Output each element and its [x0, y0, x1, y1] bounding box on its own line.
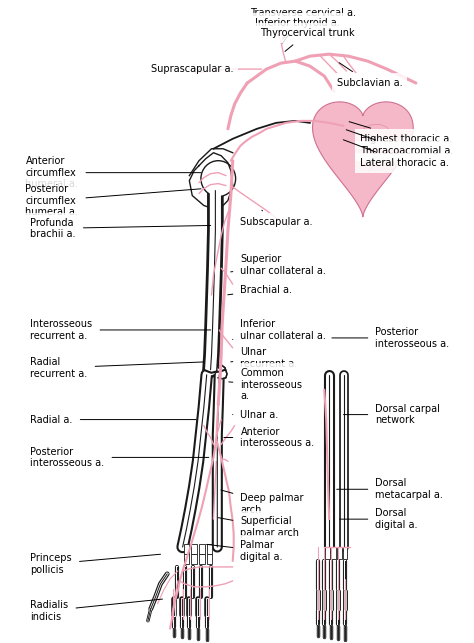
Bar	[207, 554, 212, 564]
Text: Brachial a.: Brachial a.	[228, 285, 292, 295]
Bar	[183, 544, 189, 554]
Text: Posterior
interosseous a.: Posterior interosseous a.	[30, 447, 209, 468]
Text: Common
interosseous
a.: Common interosseous a.	[229, 368, 302, 401]
Text: Suprascapular a.: Suprascapular a.	[151, 64, 233, 74]
Bar	[191, 554, 197, 564]
Bar	[199, 554, 205, 564]
Text: Princeps
pollicis: Princeps pollicis	[30, 553, 161, 575]
Text: Transverse cervical a.: Transverse cervical a.	[250, 8, 356, 39]
Bar	[325, 547, 330, 559]
Text: Inferior
ulnar collateral a.: Inferior ulnar collateral a.	[233, 319, 326, 341]
Text: Radial
recurrent a.: Radial recurrent a.	[30, 357, 204, 379]
Text: Anterior
circumflex
humeral a.: Anterior circumflex humeral a.	[26, 156, 201, 189]
Text: Profunda
brachii a.: Profunda brachii a.	[30, 217, 210, 239]
Text: Interosseous
recurrent a.: Interosseous recurrent a.	[30, 319, 210, 341]
Text: Thoracoacromial a.: Thoracoacromial a.	[346, 130, 453, 156]
Bar	[343, 547, 347, 559]
Text: Palmar
digital a.: Palmar digital a.	[207, 540, 283, 562]
Bar	[183, 554, 189, 564]
Polygon shape	[189, 153, 233, 210]
Text: Radial a.: Radial a.	[30, 415, 196, 424]
Polygon shape	[218, 365, 227, 379]
Text: Inferior thyroid a.: Inferior thyroid a.	[255, 18, 340, 43]
Text: Superior
ulnar collateral a.: Superior ulnar collateral a.	[231, 255, 326, 276]
Text: Dorsal carpal
network: Dorsal carpal network	[344, 404, 440, 426]
Text: Radialis
indicis: Radialis indicis	[30, 599, 163, 622]
Text: Posterior
interosseous a.: Posterior interosseous a.	[332, 327, 449, 349]
Bar	[199, 544, 205, 554]
Text: Thyrocervical trunk: Thyrocervical trunk	[260, 28, 355, 51]
Text: Lateral thoracic a.: Lateral thoracic a.	[343, 140, 449, 168]
Text: Deep palmar
arch: Deep palmar arch	[221, 490, 304, 515]
Text: Highest thoracic a.: Highest thoracic a.	[349, 122, 452, 144]
Text: Posterior
circumflex
humeral a.: Posterior circumflex humeral a.	[26, 184, 201, 217]
Bar	[191, 544, 197, 554]
Text: Ulnar a.: Ulnar a.	[233, 410, 279, 420]
Bar	[207, 544, 212, 554]
Text: Subclavian a.: Subclavian a.	[337, 62, 402, 88]
Text: Anterior
interosseous a.: Anterior interosseous a.	[224, 427, 315, 448]
Circle shape	[201, 161, 236, 197]
Text: Superficial
palmar arch: Superficial palmar arch	[218, 516, 300, 538]
Text: Ulnar
recurrent a.: Ulnar recurrent a.	[231, 347, 298, 368]
Text: Subscapular a.: Subscapular a.	[240, 210, 313, 228]
Bar	[337, 547, 342, 559]
Polygon shape	[312, 102, 413, 217]
Text: Dorsal
metacarpal a.: Dorsal metacarpal a.	[337, 478, 443, 500]
Bar	[331, 547, 336, 559]
Text: Dorsal
digital a.: Dorsal digital a.	[339, 509, 418, 530]
